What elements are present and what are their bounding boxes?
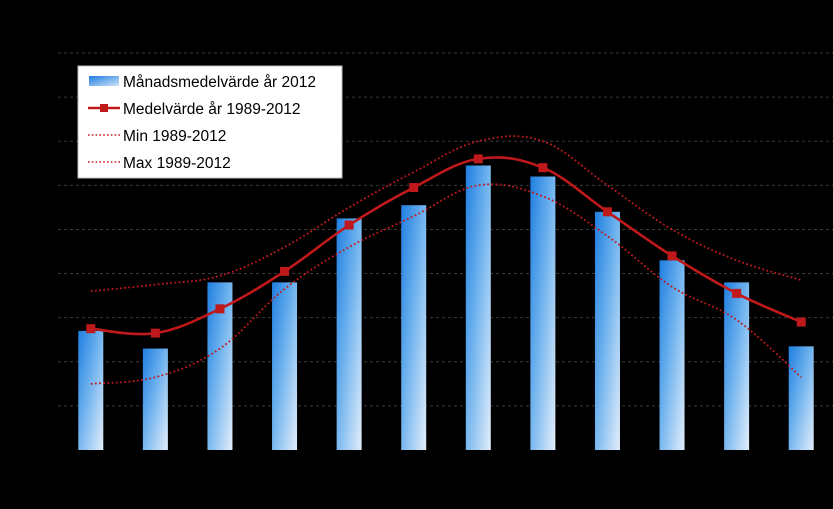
legend-box xyxy=(77,65,343,179)
bar-12 xyxy=(788,346,814,450)
bar-5 xyxy=(336,218,362,450)
legend-label-max: Max 1989-2012 xyxy=(123,155,231,172)
legend-label-bar: Månadsmedelvärde år 2012 xyxy=(123,74,316,91)
bar-series xyxy=(78,165,814,450)
legend-item-min: Min 1989-2012 xyxy=(88,128,226,145)
mean-marker-8 xyxy=(538,163,548,173)
mean-marker-12 xyxy=(796,317,806,327)
mean-marker-2 xyxy=(150,328,160,338)
legend: Månadsmedelvärde år 2012 Medelvärde år 1… xyxy=(77,65,343,179)
legend-item-max: Max 1989-2012 xyxy=(88,155,231,172)
legend-bar-swatch xyxy=(89,76,119,86)
mean-marker-7 xyxy=(473,154,483,164)
mean-marker-6 xyxy=(409,183,419,193)
bar-11 xyxy=(724,282,750,450)
line-series-max xyxy=(90,135,802,293)
bar-9 xyxy=(594,211,620,450)
legend-item-bar: Månadsmedelvärde år 2012 xyxy=(89,74,316,91)
bar-8 xyxy=(530,176,556,450)
mean-marker-3 xyxy=(215,304,225,314)
mean-marker-4 xyxy=(280,266,290,276)
mean-marker-10 xyxy=(667,251,677,261)
line-series-min xyxy=(90,183,802,385)
legend-mean-marker xyxy=(100,104,108,112)
legend-label-mean: Medelvärde år 1989-2012 xyxy=(123,101,301,118)
line-series xyxy=(86,135,806,385)
bar-4 xyxy=(272,282,298,450)
bar-7 xyxy=(465,165,491,450)
line-series-mean xyxy=(90,156,802,336)
bar-1 xyxy=(78,330,104,450)
bar-6 xyxy=(401,205,427,450)
legend-label-min: Min 1989-2012 xyxy=(123,128,226,145)
mean-marker-11 xyxy=(732,288,742,298)
mean-marker-1 xyxy=(86,324,96,334)
bar-10 xyxy=(659,260,685,450)
bar-2 xyxy=(142,348,168,450)
mean-marker-5 xyxy=(344,220,354,230)
legend-item-mean: Medelvärde år 1989-2012 xyxy=(88,101,301,118)
mean-marker-9 xyxy=(602,207,612,217)
